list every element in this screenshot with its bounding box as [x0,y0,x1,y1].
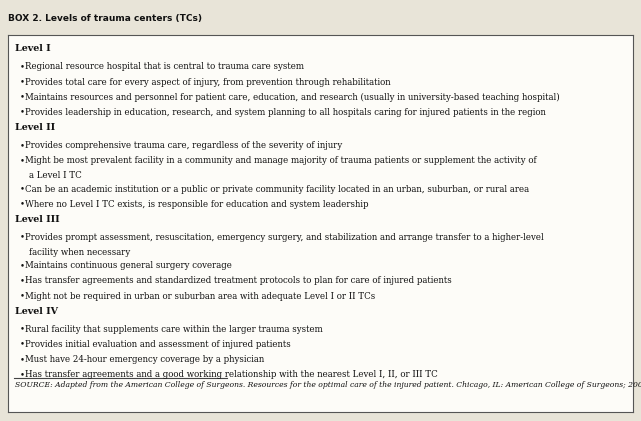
Text: facility when necessary: facility when necessary [29,248,130,257]
Text: Might be most prevalent facility in a community and manage majority of trauma pa: Might be most prevalent facility in a co… [25,156,537,165]
Text: Has transfer agreements and a good working relationship with the nearest Level I: Has transfer agreements and a good worki… [25,370,438,379]
Text: Provides total care for every aspect of injury, from prevention through rehabili: Provides total care for every aspect of … [25,77,391,87]
Text: BOX 2. Levels of trauma centers (TCs): BOX 2. Levels of trauma centers (TCs) [8,14,202,23]
Text: Provides prompt assessment, resuscitation, emergency surgery, and stabilization : Provides prompt assessment, resuscitatio… [25,233,544,242]
Text: •: • [21,291,25,301]
Text: •: • [21,141,25,150]
Text: •: • [21,325,25,334]
Text: •: • [21,370,25,379]
Text: Level II: Level II [15,123,55,132]
Text: •: • [21,355,25,364]
Text: •: • [21,277,25,285]
Text: Maintains resources and personnel for patient care, education, and research (usu: Maintains resources and personnel for pa… [25,93,560,102]
Text: Provides leadership in education, research, and system planning to all hospitals: Provides leadership in education, resear… [25,108,546,117]
Text: •: • [21,108,25,117]
Text: Might not be required in urban or suburban area with adequate Level I or II TCs: Might not be required in urban or suburb… [25,291,376,301]
Text: Level I: Level I [15,44,51,53]
Text: Regional resource hospital that is central to trauma care system: Regional resource hospital that is centr… [25,62,304,72]
Text: •: • [21,62,25,72]
Text: •: • [21,93,25,101]
Text: Provides initial evaluation and assessment of injured patients: Provides initial evaluation and assessme… [25,340,291,349]
Text: •: • [21,340,25,349]
Text: a Level I TC: a Level I TC [29,171,81,180]
Text: Where no Level I TC exists, is responsible for education and system leadership: Where no Level I TC exists, is responsib… [25,200,369,208]
Text: •: • [21,77,25,87]
Text: Level III: Level III [15,215,60,224]
Text: Can be an academic institution or a public or private community facility located: Can be an academic institution or a publ… [25,184,529,194]
Text: •: • [21,156,25,165]
Text: Rural facility that supplements care within the larger trauma system: Rural facility that supplements care wit… [25,325,323,334]
Text: •: • [21,200,25,208]
Text: Has transfer agreements and standardized treatment protocols to plan for care of: Has transfer agreements and standardized… [25,277,452,285]
Text: Provides comprehensive trauma care, regardless of the severity of injury: Provides comprehensive trauma care, rega… [25,141,342,150]
Text: Must have 24-hour emergency coverage by a physician: Must have 24-hour emergency coverage by … [25,355,265,364]
Text: •: • [21,261,25,270]
Text: •: • [21,184,25,194]
Text: Level IV: Level IV [15,306,58,316]
Text: SOURCE: Adapted from the American College of Surgeons. Resources for the optimal: SOURCE: Adapted from the American Colleg… [15,381,641,389]
Text: Maintains continuous general surgery coverage: Maintains continuous general surgery cov… [25,261,232,270]
Text: •: • [21,233,25,242]
